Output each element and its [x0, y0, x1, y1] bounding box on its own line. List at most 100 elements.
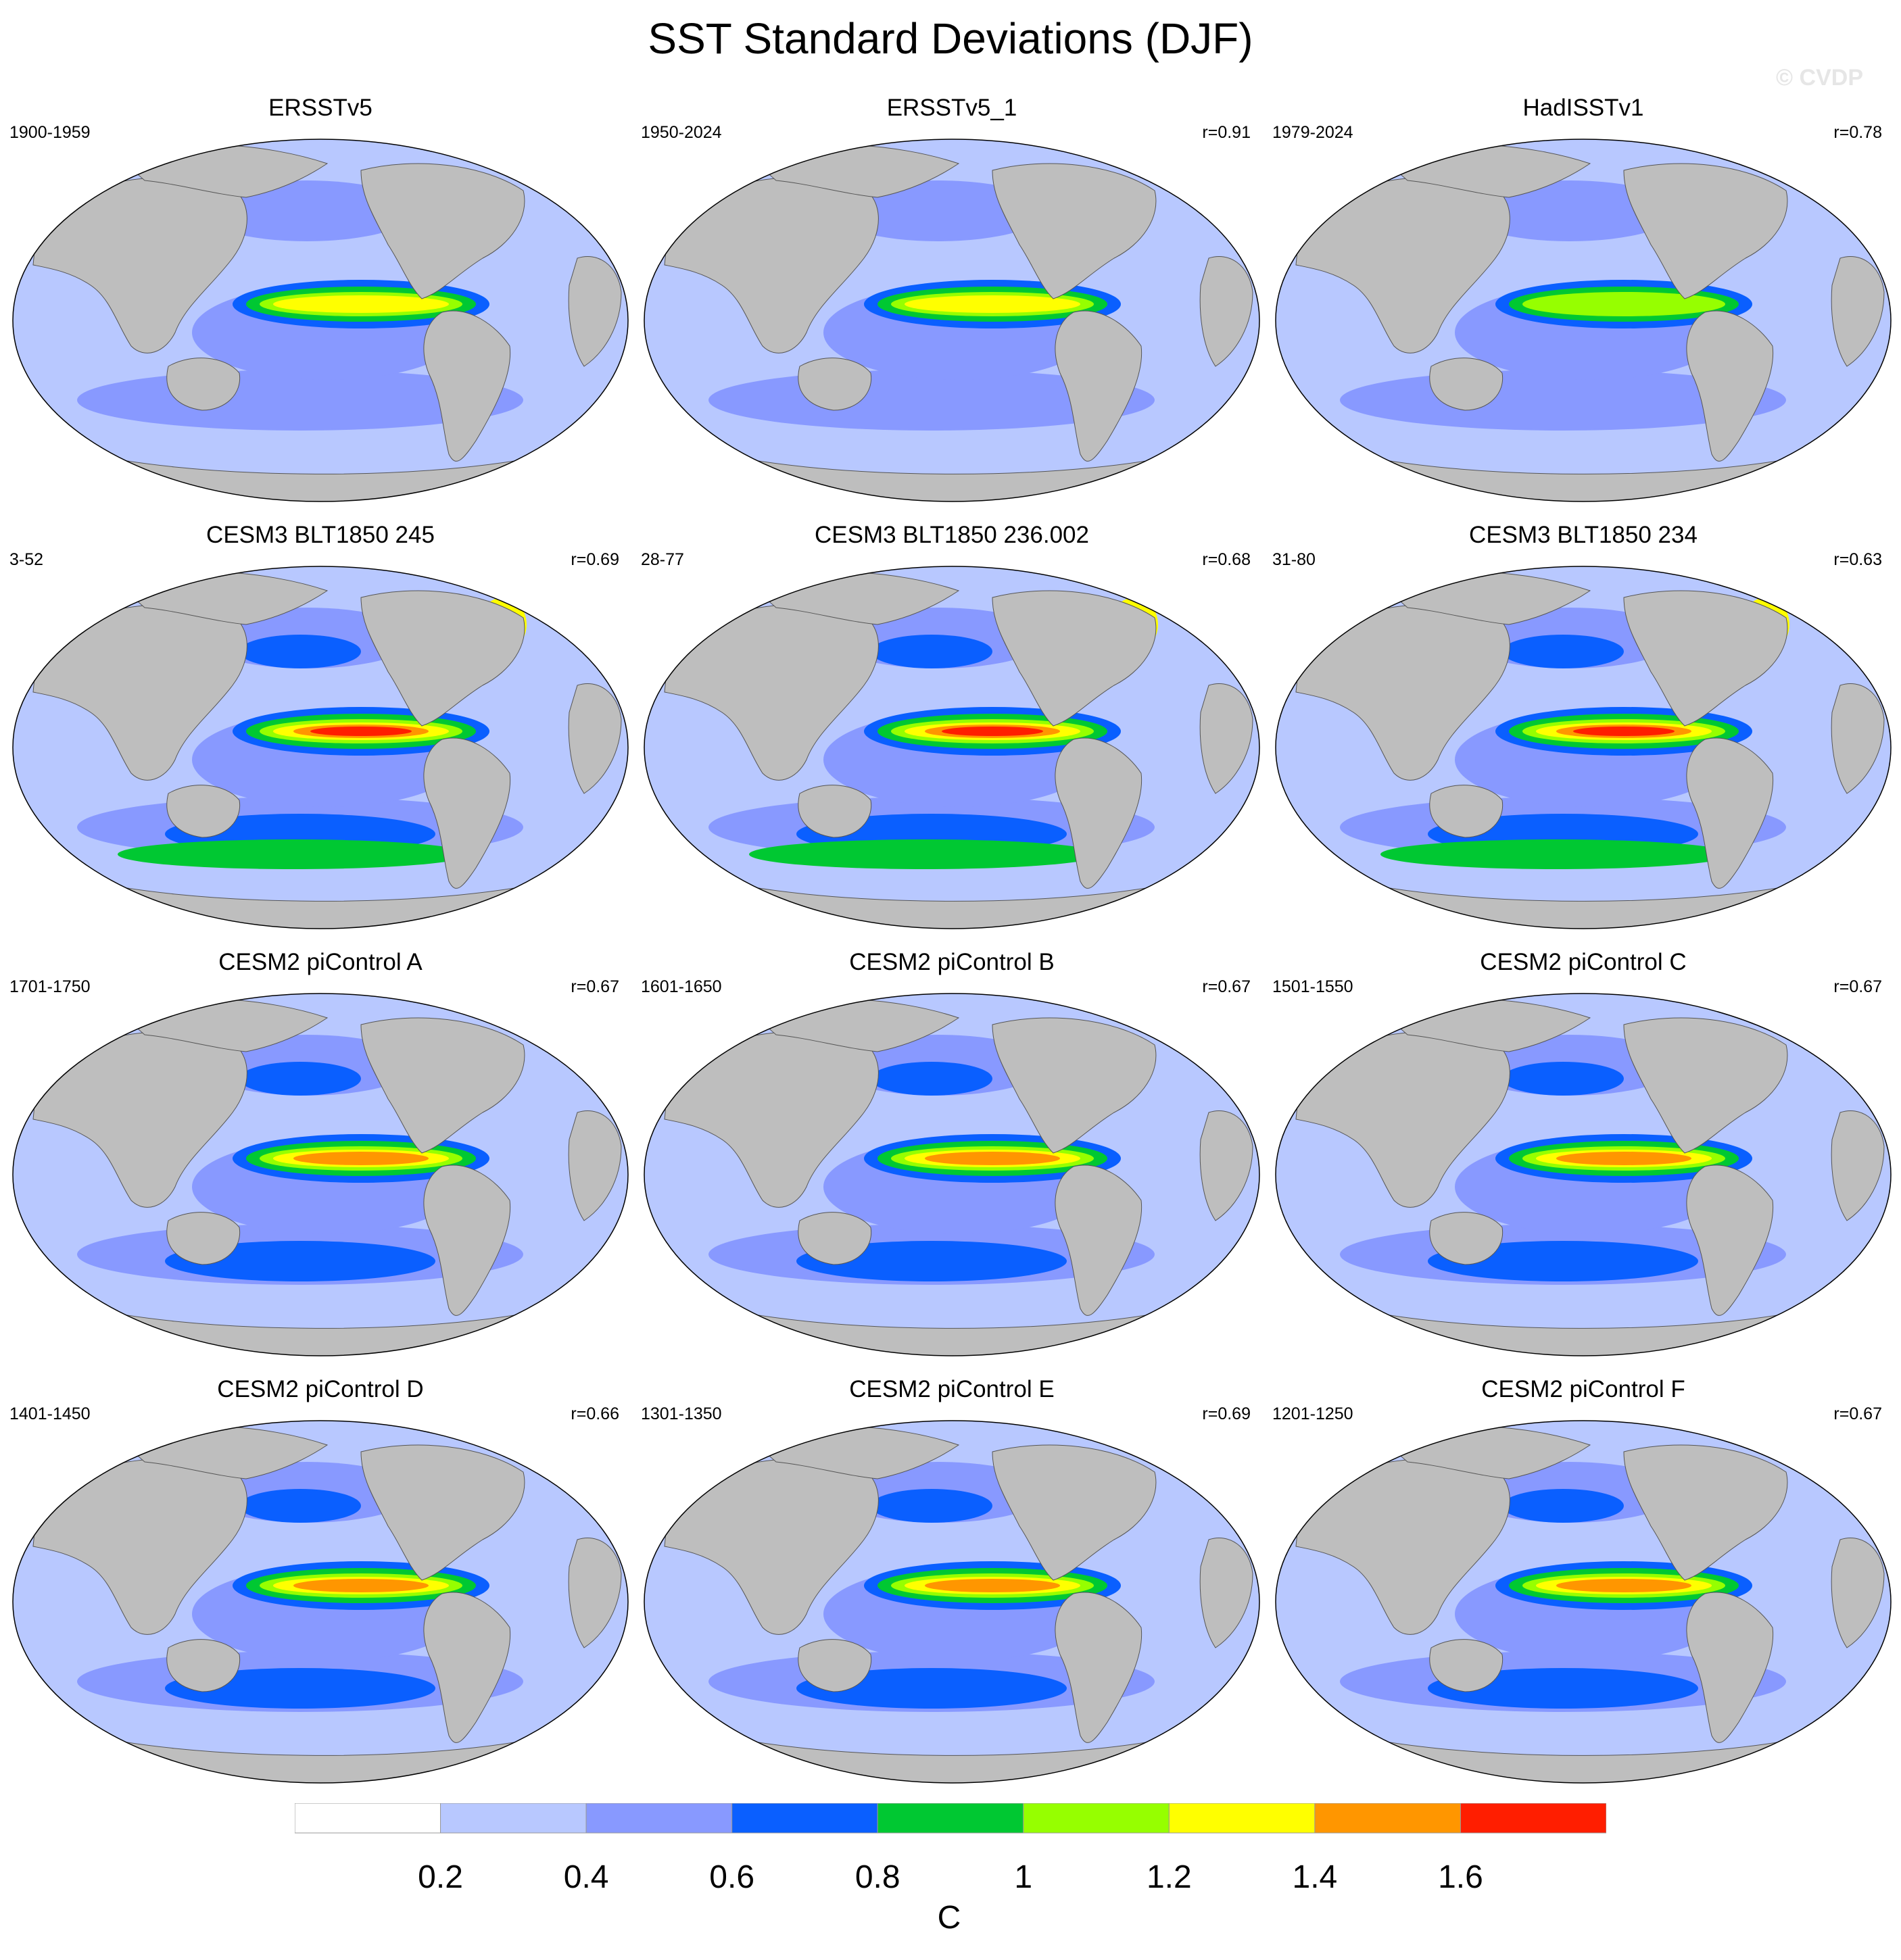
enso-contour — [310, 727, 412, 736]
colorbar-tick-label: 1 — [1014, 1859, 1033, 1895]
land-shape — [529, 153, 575, 193]
colorbar-swatch — [1168, 1803, 1316, 1834]
land-shape — [1055, 1165, 1142, 1316]
map-frame — [1275, 993, 1892, 1356]
panel-title: CESM3 BLT1850 234 — [1469, 522, 1698, 548]
map-panel: CESM2 piControl D 1401-1450 r=0.66 — [9, 1376, 631, 1795]
land-shape — [1199, 683, 1253, 794]
colorbar-swatch — [1023, 1803, 1170, 1834]
robinson-map — [1275, 993, 1892, 1356]
enso-contour — [905, 295, 1080, 313]
robinson-map — [12, 993, 629, 1356]
land-shape — [1686, 737, 1774, 889]
land-shape — [568, 255, 622, 367]
watermark: © CVDP — [1776, 65, 1863, 91]
map-frame — [644, 1420, 1260, 1784]
enso-contour — [925, 1579, 1060, 1592]
land-shape — [1623, 1444, 1788, 1581]
colorbar-unit-label: C — [937, 1900, 961, 1936]
land-shape — [1429, 1639, 1503, 1692]
panel-correlation: r=0.68 — [1202, 550, 1251, 569]
panel-title: CESM3 BLT1850 236.002 — [814, 522, 1089, 548]
colorbar-swatch — [731, 1803, 878, 1834]
panel-title: CESM2 piControl B — [849, 949, 1055, 975]
land-shape — [1686, 1165, 1774, 1316]
enso-contour — [273, 295, 449, 313]
land-shape — [1055, 1592, 1142, 1743]
map-frame — [644, 139, 1260, 502]
colorbar-swatch — [1460, 1803, 1606, 1834]
panel-period: 1401-1450 — [9, 1404, 91, 1423]
map-frame — [1275, 566, 1892, 929]
enso-contour — [1556, 1152, 1691, 1165]
robinson-map — [12, 1420, 629, 1784]
land-shape — [1161, 153, 1206, 193]
panel-title: CESM2 piControl A — [218, 949, 423, 975]
land-shape — [1686, 1592, 1774, 1743]
land-shape — [992, 163, 1157, 299]
north-pacific-core — [871, 1489, 992, 1523]
panel-title: CESM2 piControl E — [849, 1376, 1055, 1402]
southern-ocean-green — [749, 839, 1101, 869]
land-shape — [1161, 1435, 1206, 1475]
colorbar-tick-label: 0.4 — [563, 1859, 609, 1895]
panel-correlation: r=0.67 — [1833, 1404, 1882, 1423]
land-shape — [1792, 1435, 1837, 1475]
land-shape — [1429, 785, 1503, 838]
robinson-map — [644, 139, 1260, 502]
enso-contour — [1573, 727, 1675, 736]
map-panel: HadISSTv1 1979-2024 r=0.78 — [1272, 95, 1894, 514]
land-shape — [360, 163, 525, 299]
panel-correlation: r=0.67 — [1833, 977, 1882, 996]
land-shape — [423, 1592, 511, 1743]
panel-period: 28-77 — [641, 550, 684, 569]
figure-title: SST Standard Deviations (DJF) — [648, 14, 1253, 63]
north-pacific-core — [871, 1062, 992, 1096]
north-pacific-core — [1502, 1489, 1624, 1523]
robinson-map — [12, 566, 629, 929]
colorbar-tick-label: 1.2 — [1146, 1859, 1192, 1895]
land-shape — [1055, 737, 1142, 889]
panel-period: 1201-1250 — [1272, 1404, 1353, 1423]
enso-contour — [293, 1579, 429, 1592]
land-shape — [1199, 1537, 1253, 1648]
map-panel: CESM2 piControl A 1701-1750 r=0.67 — [9, 949, 631, 1368]
land-shape — [1623, 163, 1788, 299]
land-shape — [360, 590, 525, 727]
panel-period: 1701-1750 — [9, 977, 91, 996]
land-shape — [1623, 1017, 1788, 1154]
colorbar — [295, 1803, 1606, 1834]
colorbar-swatch — [585, 1803, 733, 1834]
map-panel: CESM3 BLT1850 236.002 28-77 r=0.68 — [641, 522, 1263, 941]
map-panel: ERSSTv5_1 1950-2024 r=0.91 — [641, 95, 1263, 514]
land-shape — [529, 1435, 575, 1475]
land-shape — [423, 1165, 511, 1316]
land-shape — [423, 737, 511, 889]
map-panel: CESM2 piControl B 1601-1650 r=0.67 — [641, 949, 1263, 1368]
colorbar-tick-label: 0.2 — [418, 1859, 463, 1895]
map-panel: CESM3 BLT1850 234 31-80 r=0.63 — [1272, 522, 1894, 941]
robinson-map — [644, 993, 1260, 1356]
colorbar-tick-label: 0.8 — [855, 1859, 900, 1895]
north-pacific-core — [239, 1489, 361, 1523]
land-shape — [1792, 153, 1837, 193]
enso-contour — [1556, 1579, 1691, 1592]
land-shape — [798, 358, 872, 411]
colorbar-swatch — [440, 1803, 587, 1834]
land-shape — [992, 1017, 1157, 1154]
panel-title: ERSSTv5 — [268, 95, 372, 121]
panel-correlation: r=0.63 — [1833, 550, 1882, 569]
southern-ocean-green — [118, 839, 469, 869]
land-shape — [166, 1212, 241, 1265]
colorbar-tick-label: 1.4 — [1292, 1859, 1338, 1895]
robinson-map — [644, 566, 1260, 929]
map-frame — [1275, 1420, 1892, 1784]
land-shape — [1686, 310, 1774, 462]
land-shape — [568, 1110, 622, 1221]
land-shape — [798, 1212, 872, 1265]
map-frame — [644, 993, 1260, 1356]
enso-contour — [1522, 292, 1725, 316]
map-frame — [12, 993, 629, 1356]
colorbar-tick-label: 1.6 — [1438, 1859, 1483, 1895]
southern-ocean-green — [1380, 839, 1732, 869]
